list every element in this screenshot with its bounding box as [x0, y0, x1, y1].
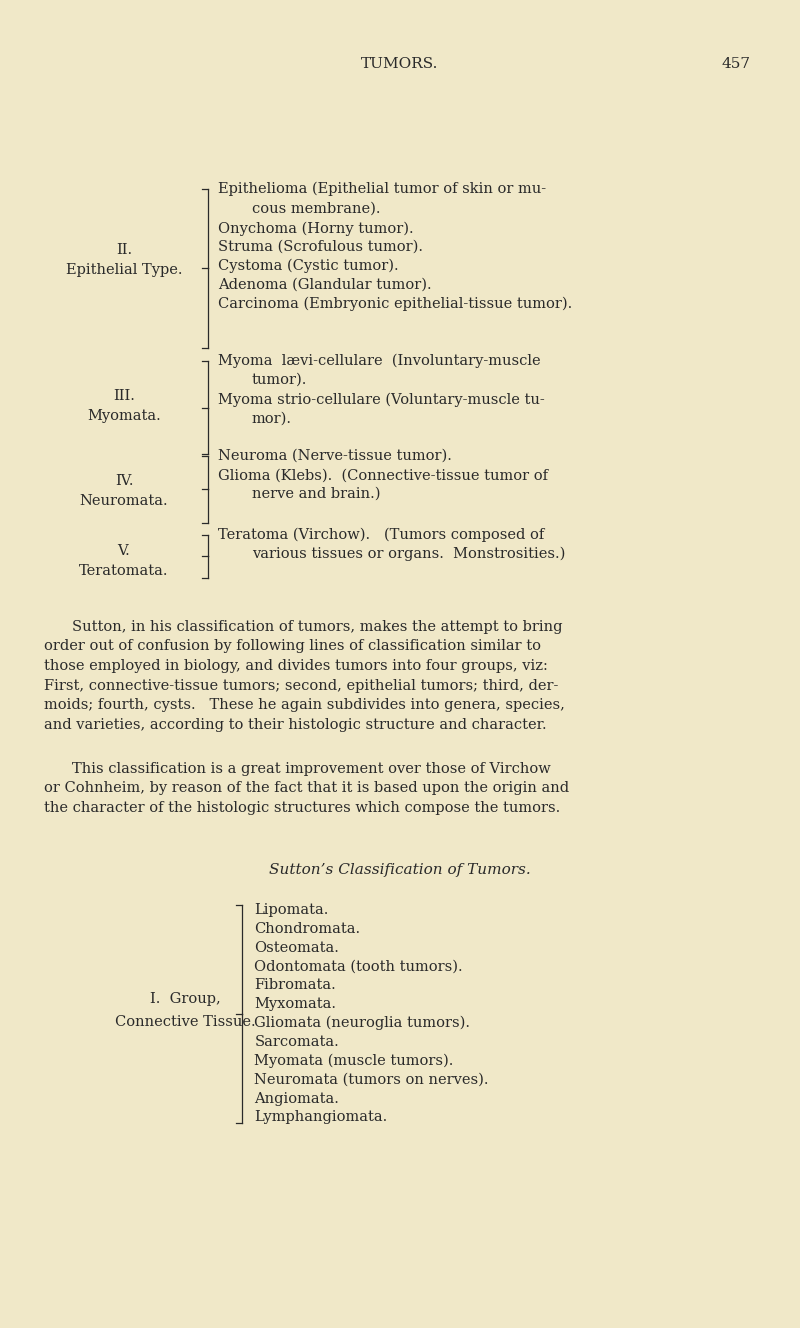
Text: Cystoma (Cystic tumor).: Cystoma (Cystic tumor).	[218, 259, 398, 272]
Text: or Cohnheim, by reason of the fact that it is based upon the origin and: or Cohnheim, by reason of the fact that …	[44, 781, 569, 795]
Text: IV.: IV.	[114, 474, 134, 487]
Text: Onychoma (Horny tumor).: Onychoma (Horny tumor).	[218, 222, 414, 235]
Text: Myomata.: Myomata.	[87, 409, 161, 422]
Text: I.  Group,: I. Group,	[150, 992, 221, 1007]
Text: This classification is a great improvement over those of Virchow: This classification is a great improveme…	[72, 762, 550, 776]
Text: Carcinoma (Embryonic epithelial-tissue tumor).: Carcinoma (Embryonic epithelial-tissue t…	[218, 297, 572, 311]
Text: Gliomata (neuroglia tumors).: Gliomata (neuroglia tumors).	[254, 1016, 470, 1031]
Text: Angiomata.: Angiomata.	[254, 1092, 339, 1105]
Text: the character of the histologic structures which compose the tumors.: the character of the histologic structur…	[44, 801, 560, 815]
Text: Epithelioma (Epithelial tumor of skin or mu-: Epithelioma (Epithelial tumor of skin or…	[218, 182, 546, 195]
Text: moids; fourth, cysts.   These he again subdivides into genera, species,: moids; fourth, cysts. These he again sub…	[44, 699, 565, 712]
Text: Sutton’s Classification of Tumors.: Sutton’s Classification of Tumors.	[269, 863, 531, 876]
Text: III.: III.	[113, 389, 135, 402]
Text: Glioma (Klebs).  (Connective-tissue tumor of: Glioma (Klebs). (Connective-tissue tumor…	[218, 469, 547, 482]
Text: Neuroma (Nerve-tissue tumor).: Neuroma (Nerve-tissue tumor).	[218, 449, 451, 462]
Text: 457: 457	[722, 57, 750, 70]
Text: TUMORS.: TUMORS.	[362, 57, 438, 70]
Text: II.: II.	[116, 243, 132, 256]
Text: Fibromata.: Fibromata.	[254, 979, 336, 992]
Text: Lymphangiomata.: Lymphangiomata.	[254, 1110, 388, 1125]
Text: Epithelial Type.: Epithelial Type.	[66, 263, 182, 276]
Text: Lipomata.: Lipomata.	[254, 903, 329, 916]
Text: mor).: mor).	[252, 412, 292, 425]
Text: Teratomata.: Teratomata.	[79, 564, 169, 578]
Text: Teratoma (Virchow).   (Tumors composed of: Teratoma (Virchow). (Tumors composed of	[218, 529, 544, 542]
Text: Adenoma (Glandular tumor).: Adenoma (Glandular tumor).	[218, 278, 431, 291]
Text: nerve and brain.): nerve and brain.)	[252, 487, 381, 501]
Text: Sarcomata.: Sarcomata.	[254, 1035, 339, 1049]
Text: order out of confusion by following lines of classification similar to: order out of confusion by following line…	[44, 640, 541, 653]
Text: those employed in biology, and divides tumors into four groups, viz:: those employed in biology, and divides t…	[44, 659, 548, 673]
Text: Sutton, in his classification of tumors, makes the attempt to bring: Sutton, in his classification of tumors,…	[72, 620, 562, 633]
Text: V.: V.	[118, 544, 130, 558]
Text: cous membrane).: cous membrane).	[252, 202, 381, 215]
Text: tumor).: tumor).	[252, 373, 307, 386]
Text: various tissues or organs.  Monstrosities.): various tissues or organs. Monstrosities…	[252, 547, 566, 560]
Text: Neuromata.: Neuromata.	[80, 494, 168, 507]
Text: Myxomata.: Myxomata.	[254, 997, 336, 1011]
Text: Chondromata.: Chondromata.	[254, 922, 361, 936]
Text: and varieties, according to their histologic structure and character.: and varieties, according to their histol…	[44, 718, 546, 732]
Text: First, connective-tissue tumors; second, epithelial tumors; third, der-: First, connective-tissue tumors; second,…	[44, 679, 558, 693]
Text: Connective Tissue.: Connective Tissue.	[115, 1015, 256, 1029]
Text: Myomata (muscle tumors).: Myomata (muscle tumors).	[254, 1053, 454, 1068]
Text: Odontomata (tooth tumors).: Odontomata (tooth tumors).	[254, 960, 463, 973]
Text: Myoma strio-cellulare (Voluntary-muscle tu-: Myoma strio-cellulare (Voluntary-muscle …	[218, 393, 544, 406]
Text: Osteomata.: Osteomata.	[254, 940, 339, 955]
Text: Myoma  lævi-cellulare  (Involuntary-muscle: Myoma lævi-cellulare (Involuntary-muscle	[218, 355, 540, 368]
Text: Neuromata (tumors on nerves).: Neuromata (tumors on nerves).	[254, 1073, 489, 1086]
Text: Struma (Scrofulous tumor).: Struma (Scrofulous tumor).	[218, 240, 422, 254]
